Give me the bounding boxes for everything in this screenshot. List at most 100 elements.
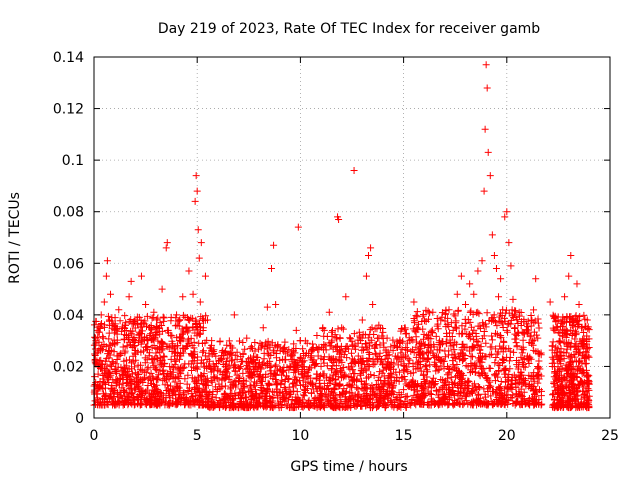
- data-point-marker: [432, 367, 440, 375]
- data-point-marker: [210, 373, 218, 381]
- data-point-marker: [336, 334, 344, 342]
- data-point-marker: [457, 388, 465, 396]
- data-point-marker: [582, 400, 590, 408]
- data-point-marker: [171, 322, 179, 330]
- data-point-marker: [441, 347, 449, 355]
- data-point-marker: [258, 341, 266, 349]
- data-point-marker: [553, 323, 561, 331]
- data-point-marker: [192, 172, 200, 180]
- data-point-marker: [106, 351, 114, 359]
- data-point-marker: [347, 373, 355, 381]
- data-point-marker: [494, 360, 502, 368]
- data-point-marker: [285, 346, 293, 354]
- data-point-marker: [450, 310, 458, 318]
- y-tick-label: 0.1: [62, 153, 84, 169]
- data-point-marker: [276, 365, 284, 373]
- data-point-marker: [361, 384, 369, 392]
- data-point-marker: [453, 381, 461, 389]
- data-point-marker: [177, 337, 185, 345]
- data-point-marker: [332, 404, 340, 412]
- data-point-marker: [115, 306, 123, 314]
- data-point-marker: [109, 376, 117, 384]
- data-point-marker: [207, 368, 215, 376]
- data-point-marker: [285, 383, 293, 391]
- data-point-marker: [471, 368, 479, 376]
- data-point-marker: [104, 347, 112, 355]
- data-point-marker: [230, 361, 238, 369]
- data-point-marker: [512, 398, 520, 406]
- data-point-marker: [523, 320, 531, 328]
- data-point-marker: [189, 357, 197, 365]
- data-point-marker: [337, 366, 345, 374]
- data-point-marker: [152, 323, 160, 331]
- data-point-marker: [179, 344, 187, 352]
- y-tick-label: 0.14: [53, 50, 84, 66]
- data-point-marker: [181, 375, 189, 383]
- data-point-marker: [154, 375, 162, 383]
- data-point-marker: [272, 350, 280, 358]
- data-point-marker: [304, 398, 312, 406]
- data-point-marker: [175, 391, 183, 399]
- data-point-marker: [578, 379, 586, 387]
- data-point-marker: [511, 401, 519, 409]
- data-point-marker: [280, 394, 288, 402]
- data-point-marker: [263, 385, 271, 393]
- data-point-marker: [560, 338, 568, 346]
- data-point-marker: [466, 334, 474, 342]
- data-point-marker: [329, 327, 337, 335]
- data-point-marker: [233, 348, 241, 356]
- data-point-marker: [296, 337, 304, 345]
- data-point-marker: [196, 298, 204, 306]
- data-point-marker: [119, 375, 127, 383]
- data-point-marker: [537, 401, 545, 409]
- data-point-marker: [211, 402, 219, 410]
- data-point-marker: [368, 382, 376, 390]
- data-point-marker: [350, 330, 358, 338]
- data-point-marker: [369, 301, 377, 309]
- data-point-marker: [212, 394, 220, 402]
- data-point-marker: [499, 306, 507, 314]
- data-point-marker: [530, 401, 538, 409]
- data-point-marker: [158, 322, 166, 330]
- data-point-marker: [143, 312, 151, 320]
- data-point-marker: [162, 398, 170, 406]
- data-point-marker: [394, 402, 402, 410]
- data-point-marker: [170, 352, 178, 360]
- data-point-marker: [229, 344, 237, 352]
- data-point-marker: [226, 385, 234, 393]
- data-point-marker: [499, 324, 507, 332]
- data-point-marker: [297, 381, 305, 389]
- data-point-marker: [320, 340, 328, 348]
- data-point-marker: [260, 355, 268, 363]
- data-point-marker: [462, 362, 470, 370]
- data-point-marker: [380, 343, 388, 351]
- data-point-marker: [239, 369, 247, 377]
- data-point-marker: [515, 372, 523, 380]
- y-tick-label: 0: [75, 411, 84, 427]
- data-point-marker: [105, 335, 113, 343]
- data-point-marker: [582, 323, 590, 331]
- data-point-marker: [185, 384, 193, 392]
- data-point-marker: [305, 350, 313, 358]
- data-point-marker: [230, 399, 238, 407]
- data-point-marker: [156, 330, 164, 338]
- data-point-marker: [199, 317, 207, 325]
- data-point-marker: [351, 391, 359, 399]
- data-point-marker: [204, 316, 212, 324]
- data-point-marker: [434, 325, 442, 333]
- data-point-marker: [497, 275, 505, 283]
- data-point-marker: [324, 381, 332, 389]
- data-point-marker: [487, 382, 495, 390]
- data-point-marker: [550, 315, 558, 323]
- data-point-marker: [432, 386, 440, 394]
- data-point-marker: [450, 392, 458, 400]
- data-point-marker: [205, 391, 213, 399]
- data-point-marker: [442, 379, 450, 387]
- data-point-marker: [190, 338, 198, 346]
- data-point-marker: [113, 379, 121, 387]
- data-point-marker: [223, 341, 231, 349]
- data-point-marker: [412, 353, 420, 361]
- data-point-marker: [397, 349, 405, 357]
- data-point-marker: [248, 395, 256, 403]
- data-point-marker: [148, 314, 156, 322]
